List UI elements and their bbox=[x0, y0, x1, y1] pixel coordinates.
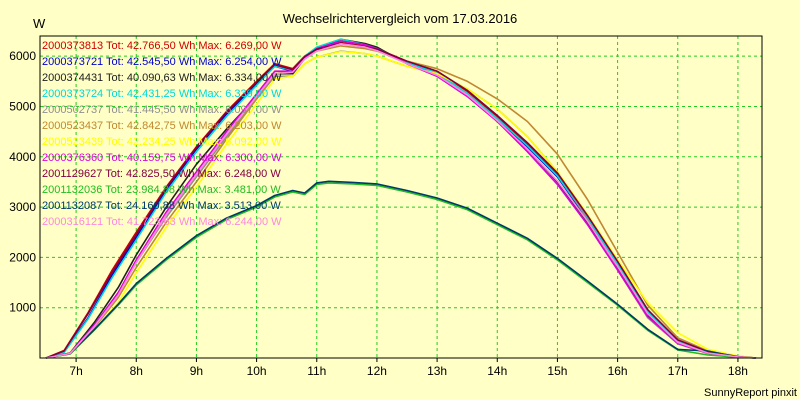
series-line bbox=[45, 43, 757, 359]
x-tick-label: 9h bbox=[190, 364, 203, 378]
x-tick-label: 14h bbox=[487, 364, 507, 378]
y-tick-label: 6000 bbox=[9, 49, 36, 63]
legend-entry: 2000376360 Tot: 40.159,75 Wh Max: 6.300,… bbox=[42, 152, 282, 164]
series-line bbox=[45, 180, 757, 359]
axes: 7h 8h 9h 10h 11h 12h 13h 14h 15h 16h 17h 18h 1000 200… bbox=[9, 35, 763, 378]
x-tick-label: 18h bbox=[728, 364, 748, 378]
legend-entry: 2000373813 Tot: 42.766,50 Wh Max: 6.269,… bbox=[42, 40, 282, 52]
legend-entry: 2000316121 Tot: 41.723,63 Wh Max: 6.244,… bbox=[42, 216, 282, 228]
x-tick-label: 17h bbox=[668, 364, 688, 378]
series-line bbox=[45, 38, 757, 359]
footer-credit: SunnyReport pinxit bbox=[704, 387, 797, 399]
y-tick-label: 1000 bbox=[9, 301, 36, 315]
legend-entry: 2001129627 Tot: 42.825,50 Wh Max: 6.248,… bbox=[42, 168, 281, 180]
y-axis-label: W bbox=[33, 16, 46, 31]
legend-entry: 2001132036 Tot: 23.984,88 Wh Max: 3.481,… bbox=[42, 184, 281, 196]
legend-entry: 2000373721 Tot: 42.545,50 Wh Max: 6.254,… bbox=[42, 56, 282, 68]
legend: 2000373813 Tot: 42.766,50 Wh Max: 6.269,… bbox=[42, 40, 282, 228]
legend-entry: 2000373724 Tot: 42.431,25 Wh Max: 6.339,… bbox=[42, 88, 282, 100]
chart-title: Wechselrichtervergleich vom 17.03.2016 bbox=[283, 11, 518, 26]
y-tick-label: 2000 bbox=[9, 250, 36, 264]
x-tick-label: 15h bbox=[547, 364, 567, 378]
series-line bbox=[45, 50, 757, 359]
x-tick-label: 8h bbox=[130, 364, 143, 378]
legend-entry: 2000374431 Tot: 40.090,63 Wh Max: 6.334,… bbox=[42, 72, 282, 84]
x-tick-label: 10h bbox=[247, 364, 267, 378]
plot-frame bbox=[39, 35, 763, 359]
series-line bbox=[45, 45, 757, 359]
x-tick-label: 7h bbox=[69, 364, 82, 378]
x-tick-label: 12h bbox=[367, 364, 387, 378]
y-tick-label: 5000 bbox=[9, 99, 36, 113]
y-tick-label: 3000 bbox=[9, 200, 36, 214]
x-tick-label: 13h bbox=[427, 364, 447, 378]
legend-entry: 2000502737 Tot: 41.445,50 Wh Max: 6.097,… bbox=[42, 104, 282, 116]
series-line bbox=[45, 40, 757, 359]
legend-entry: 2000523437 Tot: 42.842,75 Wh Max: 6.203,… bbox=[42, 120, 282, 132]
legend-entry: 2000523439 Tot: 42.234,25 Wh Max: 6.092,… bbox=[42, 136, 282, 148]
x-tick-label: 16h bbox=[608, 364, 628, 378]
y-tick-label: 4000 bbox=[9, 150, 36, 164]
x-tick-label: 11h bbox=[307, 364, 326, 378]
plot-lines bbox=[45, 38, 757, 359]
legend-entry: 2001132087 Tot: 24.160,88 Wh Max: 3.513,… bbox=[42, 200, 281, 212]
